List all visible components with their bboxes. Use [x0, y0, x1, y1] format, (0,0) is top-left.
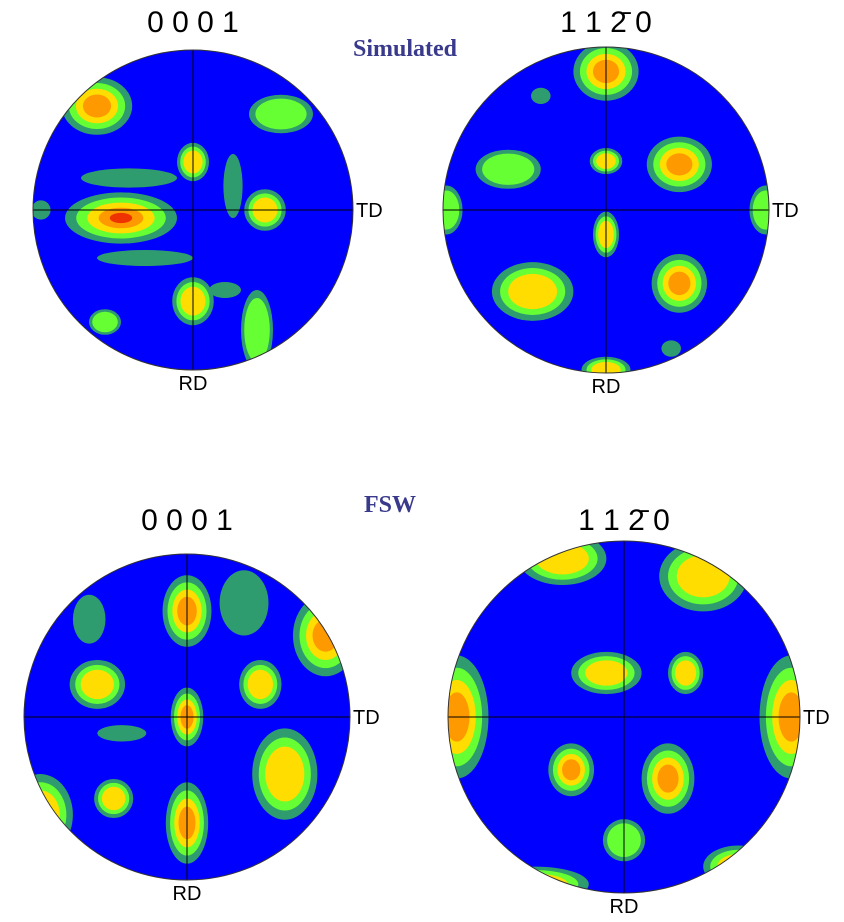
- intensity-contour: [562, 759, 581, 781]
- rd-label: RD: [592, 376, 621, 398]
- intensity-contour: [101, 786, 126, 811]
- intensity-contour: [82, 94, 112, 118]
- rd-label: RD: [179, 373, 208, 395]
- pole-outline: [23, 553, 351, 881]
- panel-title: 1 1 2̄ 0: [560, 6, 652, 39]
- intensity-contour: [508, 273, 558, 310]
- section-label: FSW: [364, 492, 416, 518]
- pole-outline: [447, 540, 801, 894]
- intensity-contour: [710, 849, 767, 884]
- intensity-contour: [661, 340, 681, 357]
- td-label: TD: [353, 707, 380, 729]
- td-label: TD: [356, 200, 383, 222]
- intensity-contour: [219, 570, 269, 636]
- intensity-contour: [223, 154, 243, 218]
- panel-title: 0 0 0 1: [147, 6, 239, 39]
- intensity-contour: [244, 298, 270, 362]
- intensity-contour: [80, 669, 114, 700]
- intensity-contour: [265, 746, 305, 802]
- intensity-contour: [504, 873, 568, 893]
- rd-label: RD: [173, 883, 202, 905]
- intensity-contour: [92, 311, 118, 333]
- intensity-contour: [668, 271, 691, 296]
- intensity-contour: [81, 168, 177, 188]
- intensity-contour: [585, 660, 628, 686]
- intensity-contour: [97, 725, 147, 742]
- intensity-contour: [666, 153, 693, 176]
- panel-title: 0 0 0 1: [141, 504, 233, 537]
- pole-outline: [442, 46, 770, 374]
- intensity-contour: [531, 87, 551, 105]
- intensity-contour: [24, 790, 60, 840]
- intensity-contour: [109, 212, 133, 224]
- intensity-contour: [209, 282, 241, 298]
- rd-label: RD: [610, 896, 639, 918]
- intensity-contour: [493, 870, 579, 893]
- intensity-contour: [676, 555, 730, 598]
- intensity-contour: [536, 542, 589, 575]
- intensity-contour: [247, 669, 274, 700]
- intensity-contour: [482, 153, 535, 185]
- section-label: Simulated: [353, 36, 458, 62]
- td-label: TD: [772, 200, 799, 222]
- pole-outline: [32, 49, 354, 371]
- intensity-contour: [97, 250, 193, 266]
- panel-title: 1 1 2̄ 0: [578, 504, 670, 537]
- intensity-contour: [717, 853, 760, 880]
- intensity-contour: [675, 660, 697, 686]
- td-label: TD: [803, 707, 830, 729]
- intensity-contour: [255, 98, 307, 130]
- intensity-contour: [657, 764, 679, 793]
- intensity-contour: [72, 594, 106, 644]
